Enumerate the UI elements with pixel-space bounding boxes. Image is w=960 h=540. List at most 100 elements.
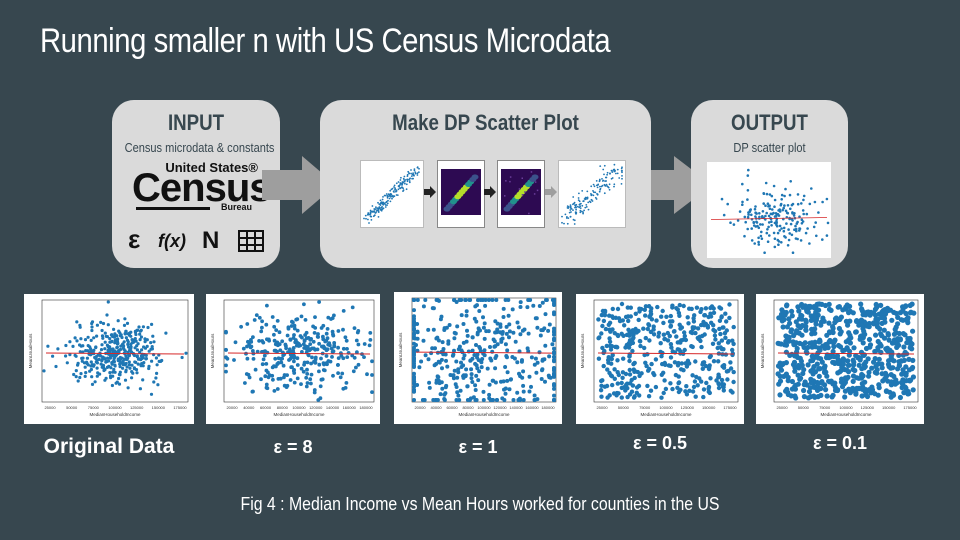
thumb-point xyxy=(608,188,611,191)
x-tick-label: 100000 xyxy=(477,405,491,410)
output-point xyxy=(741,182,744,186)
scatter-point xyxy=(830,324,836,330)
scatter-point xyxy=(677,302,682,308)
scatter-point xyxy=(299,366,304,371)
scatter-point xyxy=(663,386,669,392)
scatter-point xyxy=(274,328,279,332)
step-arrow-1 xyxy=(424,186,436,198)
scatter-point xyxy=(486,298,491,302)
scatter-point xyxy=(865,309,871,315)
output-point xyxy=(784,209,788,213)
thumb-point xyxy=(408,172,410,175)
scatter-point xyxy=(313,355,318,360)
output-point xyxy=(826,221,830,225)
scatter-point xyxy=(451,373,455,378)
scatter-point xyxy=(136,362,140,366)
output-point xyxy=(821,238,824,241)
scatter-point xyxy=(646,322,651,327)
scatter-point xyxy=(552,329,556,334)
scatter-point xyxy=(123,332,127,336)
scatter-point xyxy=(875,392,881,398)
scatter-point xyxy=(526,298,531,302)
scatter-point xyxy=(537,350,542,355)
scatter-point xyxy=(339,351,343,355)
scatter-point xyxy=(288,337,293,342)
scatter-point xyxy=(866,373,872,379)
thumb-point xyxy=(402,189,405,191)
scatter-point xyxy=(113,363,117,367)
scatter-point xyxy=(292,380,297,385)
scatter-point xyxy=(493,366,498,371)
scatter-point xyxy=(903,317,909,323)
scatter-point xyxy=(477,369,482,374)
scatter-point xyxy=(600,323,605,329)
thumb-point xyxy=(601,178,603,180)
scatter-point xyxy=(184,351,188,355)
output-point xyxy=(792,214,796,217)
scatter-point xyxy=(266,370,270,375)
scatter-point xyxy=(681,303,686,309)
scatter-point xyxy=(224,348,228,352)
scatter-point xyxy=(873,301,879,308)
scatter-point xyxy=(325,327,330,331)
scatter-point xyxy=(706,366,712,372)
scatter-point xyxy=(293,338,298,342)
scatter-point xyxy=(602,348,607,354)
scatter-point xyxy=(666,363,671,368)
census-logo-line3: Bureau xyxy=(220,202,252,212)
scatter-point xyxy=(824,373,830,379)
thumb-point xyxy=(397,185,400,187)
scatter-point xyxy=(811,317,817,323)
scatter-point xyxy=(606,322,611,327)
scatter-point xyxy=(113,341,117,345)
thumb-point xyxy=(573,223,576,225)
output-point xyxy=(772,211,775,215)
scatter-point xyxy=(511,330,516,335)
scatter-point xyxy=(902,384,908,390)
scatter-point xyxy=(637,373,642,379)
scatter-point xyxy=(467,298,472,302)
scatter-point xyxy=(703,363,709,369)
scatter-point xyxy=(723,335,728,340)
thumb-point xyxy=(401,182,403,185)
scatter-point xyxy=(138,332,142,336)
scatter-point xyxy=(719,377,725,383)
scatter-point xyxy=(121,346,125,350)
scatter-point xyxy=(661,370,666,375)
thumb-point xyxy=(567,206,570,208)
scatter-point xyxy=(891,358,897,364)
scatter-point xyxy=(859,306,865,312)
output-point xyxy=(780,241,783,244)
scatter-point xyxy=(84,371,88,375)
scatter-panel-eps-8: 20000 40000 60000 80000 100000 120000 140000 16… xyxy=(206,294,380,424)
noise-cell xyxy=(530,171,533,173)
thumb-point xyxy=(621,177,623,180)
scatter-point xyxy=(493,344,498,349)
scatter-point xyxy=(312,346,316,351)
scatter-point xyxy=(832,316,839,322)
thumb-point xyxy=(387,199,389,202)
y-axis-label: MeanUsualHours xyxy=(210,333,215,369)
output-point xyxy=(764,204,767,207)
scatter-point xyxy=(697,334,703,339)
scatter-point xyxy=(805,344,811,351)
scatter-point xyxy=(719,314,724,319)
scatter-point xyxy=(451,352,456,357)
scatter-point xyxy=(134,339,138,343)
scatter-point xyxy=(812,339,818,345)
scatter-point xyxy=(796,308,802,314)
scatter-point xyxy=(812,394,818,400)
thumb-point xyxy=(386,194,389,197)
scatter-point xyxy=(254,313,259,317)
scatter-point xyxy=(132,353,137,358)
scatter-point xyxy=(817,385,823,392)
output-point xyxy=(789,207,792,211)
scatter-point xyxy=(318,384,323,389)
thumb-point xyxy=(603,192,606,195)
scatter-point xyxy=(83,338,88,342)
scatter-point xyxy=(414,343,418,347)
scatter-point xyxy=(777,392,783,398)
scatter-point xyxy=(844,302,850,308)
scatter-point xyxy=(712,333,718,338)
scatter-point xyxy=(86,335,90,339)
